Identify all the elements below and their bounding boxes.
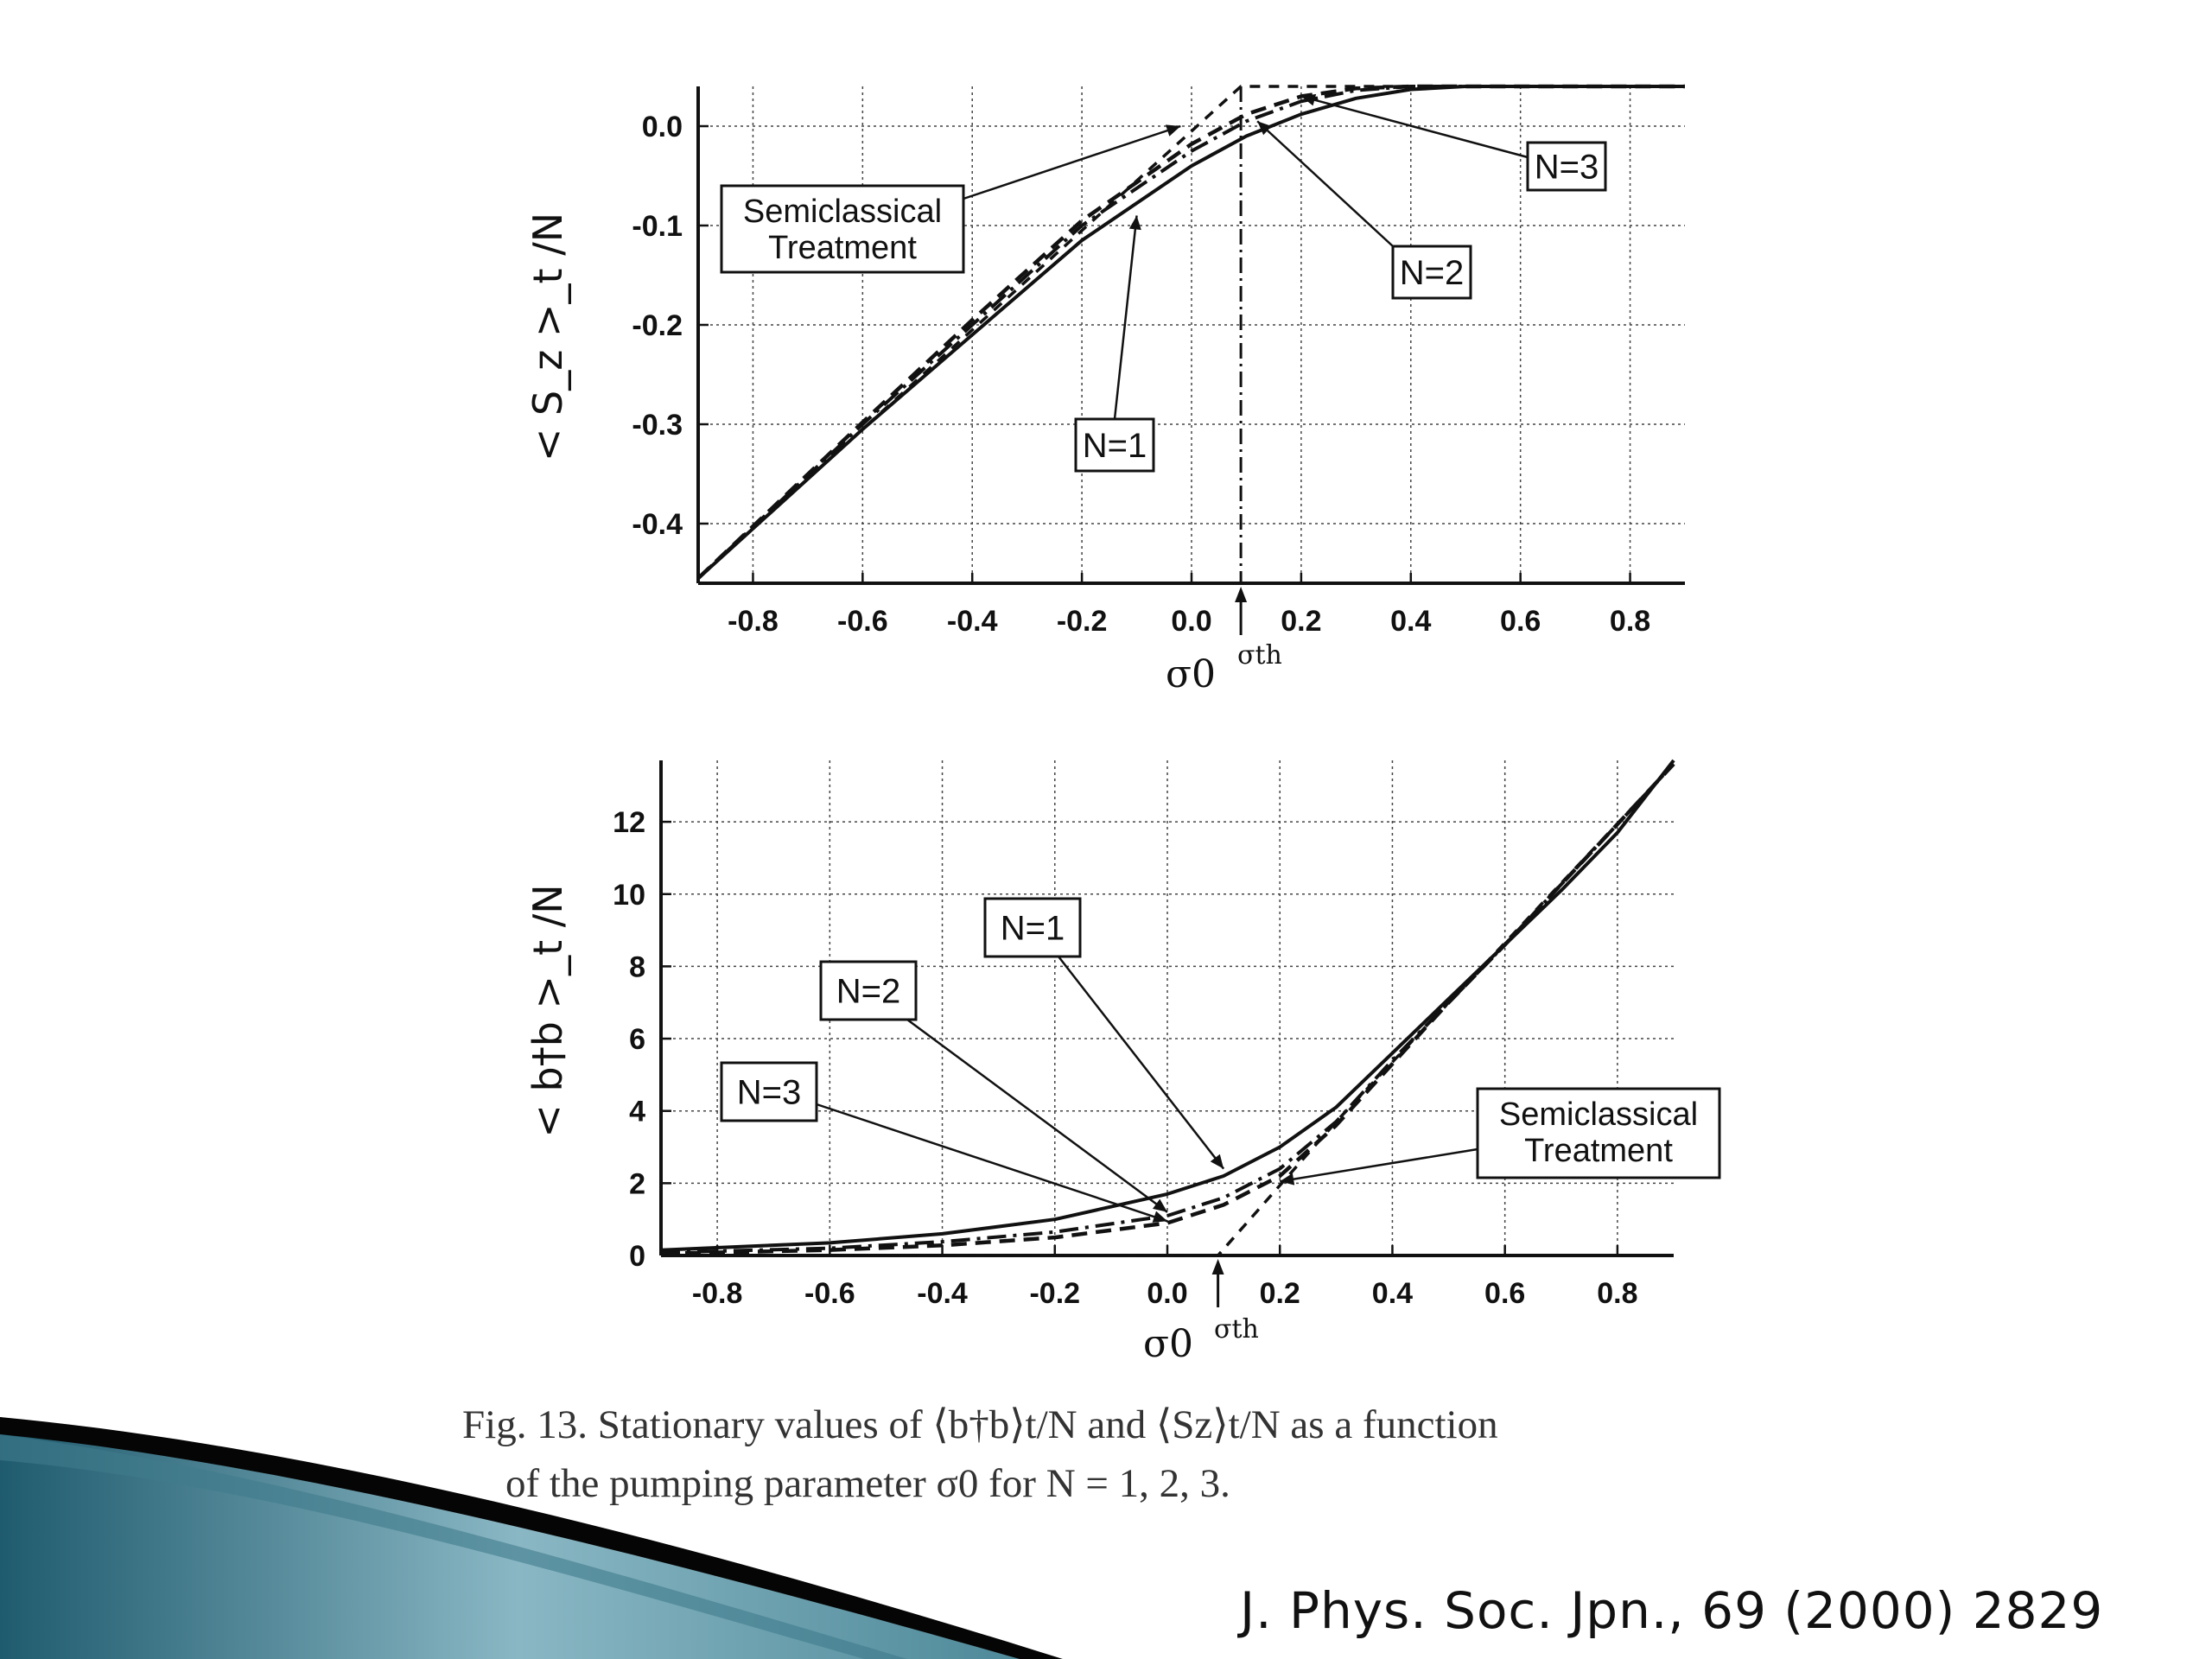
annotation-box [1391, 245, 1472, 300]
y-tick-label: -0.1 [632, 210, 683, 243]
annotation-n-2: N=2 [1256, 120, 1472, 300]
x-tick-label: 0.8 [1610, 605, 1650, 638]
annotation-arrowhead [1165, 124, 1181, 137]
annotation-text: N=2 [836, 973, 901, 1011]
x-tick-label: 0.2 [1260, 1277, 1300, 1310]
annotation-box [819, 960, 918, 1021]
x-tick-label: -0.4 [917, 1277, 968, 1310]
x-tick-label: -0.8 [692, 1277, 743, 1310]
y-tick-label: -0.4 [632, 508, 683, 541]
x-tick-label: -0.8 [728, 605, 779, 638]
x-tick-label: 0.6 [1484, 1277, 1525, 1310]
annotation-n-3: N=3 [720, 1061, 1168, 1223]
annotation-arrowhead [1280, 1173, 1295, 1185]
threshold-label: σth [1214, 1314, 1259, 1344]
y-tick-label: 0.0 [642, 111, 683, 143]
x-tick-label: -0.2 [1029, 1277, 1080, 1310]
plot-photon-number: -0.8 -0.6 -0.4 -0.2 0.0 0.2 0.4 0.6 0.8 0 2 4 6 8 10 12… [524, 759, 1721, 1366]
annotation-text: N=3 [1535, 149, 1599, 187]
x-tick-label: 0.0 [1147, 1277, 1187, 1310]
plot-spin-expectation: -0.8 -0.6 -0.4 -0.2 0.0 0.2 0.4 0.6 0.8 0.0 -0.1 -0… [524, 84, 1685, 696]
annotation-leader [1256, 120, 1394, 247]
annotation-box [983, 897, 1082, 958]
annotation-text: N=3 [737, 1074, 802, 1112]
y-axis-label: < b†b >_t /N [524, 884, 571, 1137]
y-axis-label: < S_z >_t /N [524, 213, 571, 461]
annotation-text: Treatment [768, 230, 917, 266]
annotation-text: N=1 [1001, 910, 1065, 948]
annotation-leader [816, 1103, 1168, 1223]
x-tick-label: -0.4 [947, 605, 998, 638]
citation: J. Phys. Soc. Jpn., 69 (2000) 2829 [1240, 1581, 2104, 1640]
x-axis-label: σ0 [1166, 652, 1216, 696]
annotation-leader [1280, 1147, 1478, 1183]
annotation-arrowhead [1128, 215, 1141, 231]
annotation-leader [1300, 95, 1529, 159]
x-tick-label: 0.6 [1500, 605, 1541, 638]
annotation-text: Semiclassical [743, 194, 942, 230]
annotation-leader [1113, 215, 1138, 420]
figure-caption: Fig. 13. Stationary values of ⟨b†b⟩t/N a… [462, 1395, 1810, 1513]
annotation-leader [1058, 956, 1225, 1170]
y-tick-label: 6 [629, 1023, 645, 1056]
x-tick-label: -0.6 [804, 1277, 855, 1310]
annotation-box [1526, 141, 1607, 192]
annotation-text: Semiclassical [1499, 1096, 1698, 1133]
annotation-arrowhead [1257, 121, 1272, 136]
annotation-arrowhead [1300, 93, 1317, 106]
annotation-text: N=1 [1083, 427, 1147, 465]
x-tick-label: 0.4 [1390, 605, 1431, 638]
series-line-n-2 [696, 85, 1685, 580]
x-tick-label: -0.6 [837, 605, 888, 638]
y-tick-label: 10 [613, 879, 645, 912]
y-tick-label: 8 [629, 950, 645, 983]
series-line-n-1 [660, 759, 1675, 1252]
threshold-label: σth [1237, 640, 1282, 671]
x-tick-label: 0.0 [1171, 605, 1211, 638]
annotation-box [1074, 417, 1155, 473]
annotation-box [720, 1061, 818, 1122]
annotation-text: Treatment [1524, 1133, 1673, 1169]
annotation-arrowhead [1210, 1154, 1224, 1169]
caption-line-1: Fig. 13. Stationary values of ⟨b†b⟩t/N a… [462, 1402, 1498, 1447]
annotation-n-2: N=2 [819, 960, 1168, 1213]
annotation-leader [906, 1018, 1168, 1213]
annotation-box [720, 184, 965, 274]
x-axis-label: σ0 [1143, 1322, 1193, 1366]
annotation-arrowhead [1152, 1211, 1167, 1223]
x-tick-label: 0.2 [1281, 605, 1321, 638]
y-tick-label: 2 [629, 1167, 645, 1200]
grid: -0.8 -0.6 -0.4 -0.2 0.0 0.2 0.4 0.6 0.8 0 2 4 6 8 10 12 [613, 760, 1674, 1310]
threshold-arrowhead [1211, 1259, 1224, 1274]
y-tick-label: -0.3 [632, 409, 683, 442]
x-tick-label: 0.4 [1372, 1277, 1413, 1310]
annotation-text: N=2 [1400, 254, 1465, 292]
annotation-arrowhead [1152, 1198, 1167, 1212]
x-tick-label: 0.8 [1597, 1277, 1637, 1310]
grid: -0.8 -0.6 -0.4 -0.2 0.0 0.2 0.4 0.6 0.8 0.0 -0.1 -0… [632, 86, 1685, 638]
annotation-n-3: N=3 [1300, 93, 1607, 192]
annotation-n-1: N=1 [983, 897, 1225, 1170]
x-tick-label: -0.2 [1057, 605, 1108, 638]
caption-line-2: of the pumping parameter σ0 for N = 1, 2… [505, 1461, 1230, 1506]
annotation-n-1: N=1 [1074, 215, 1155, 473]
y-tick-label: 0 [629, 1240, 645, 1273]
annotation-box [1476, 1087, 1721, 1179]
threshold-arrowhead [1235, 587, 1248, 602]
y-tick-label: -0.2 [632, 309, 683, 342]
y-tick-label: 12 [613, 806, 645, 839]
y-tick-label: 4 [629, 1096, 645, 1128]
annotation-leader [963, 124, 1181, 200]
slide-decoration [0, 1417, 1063, 1659]
